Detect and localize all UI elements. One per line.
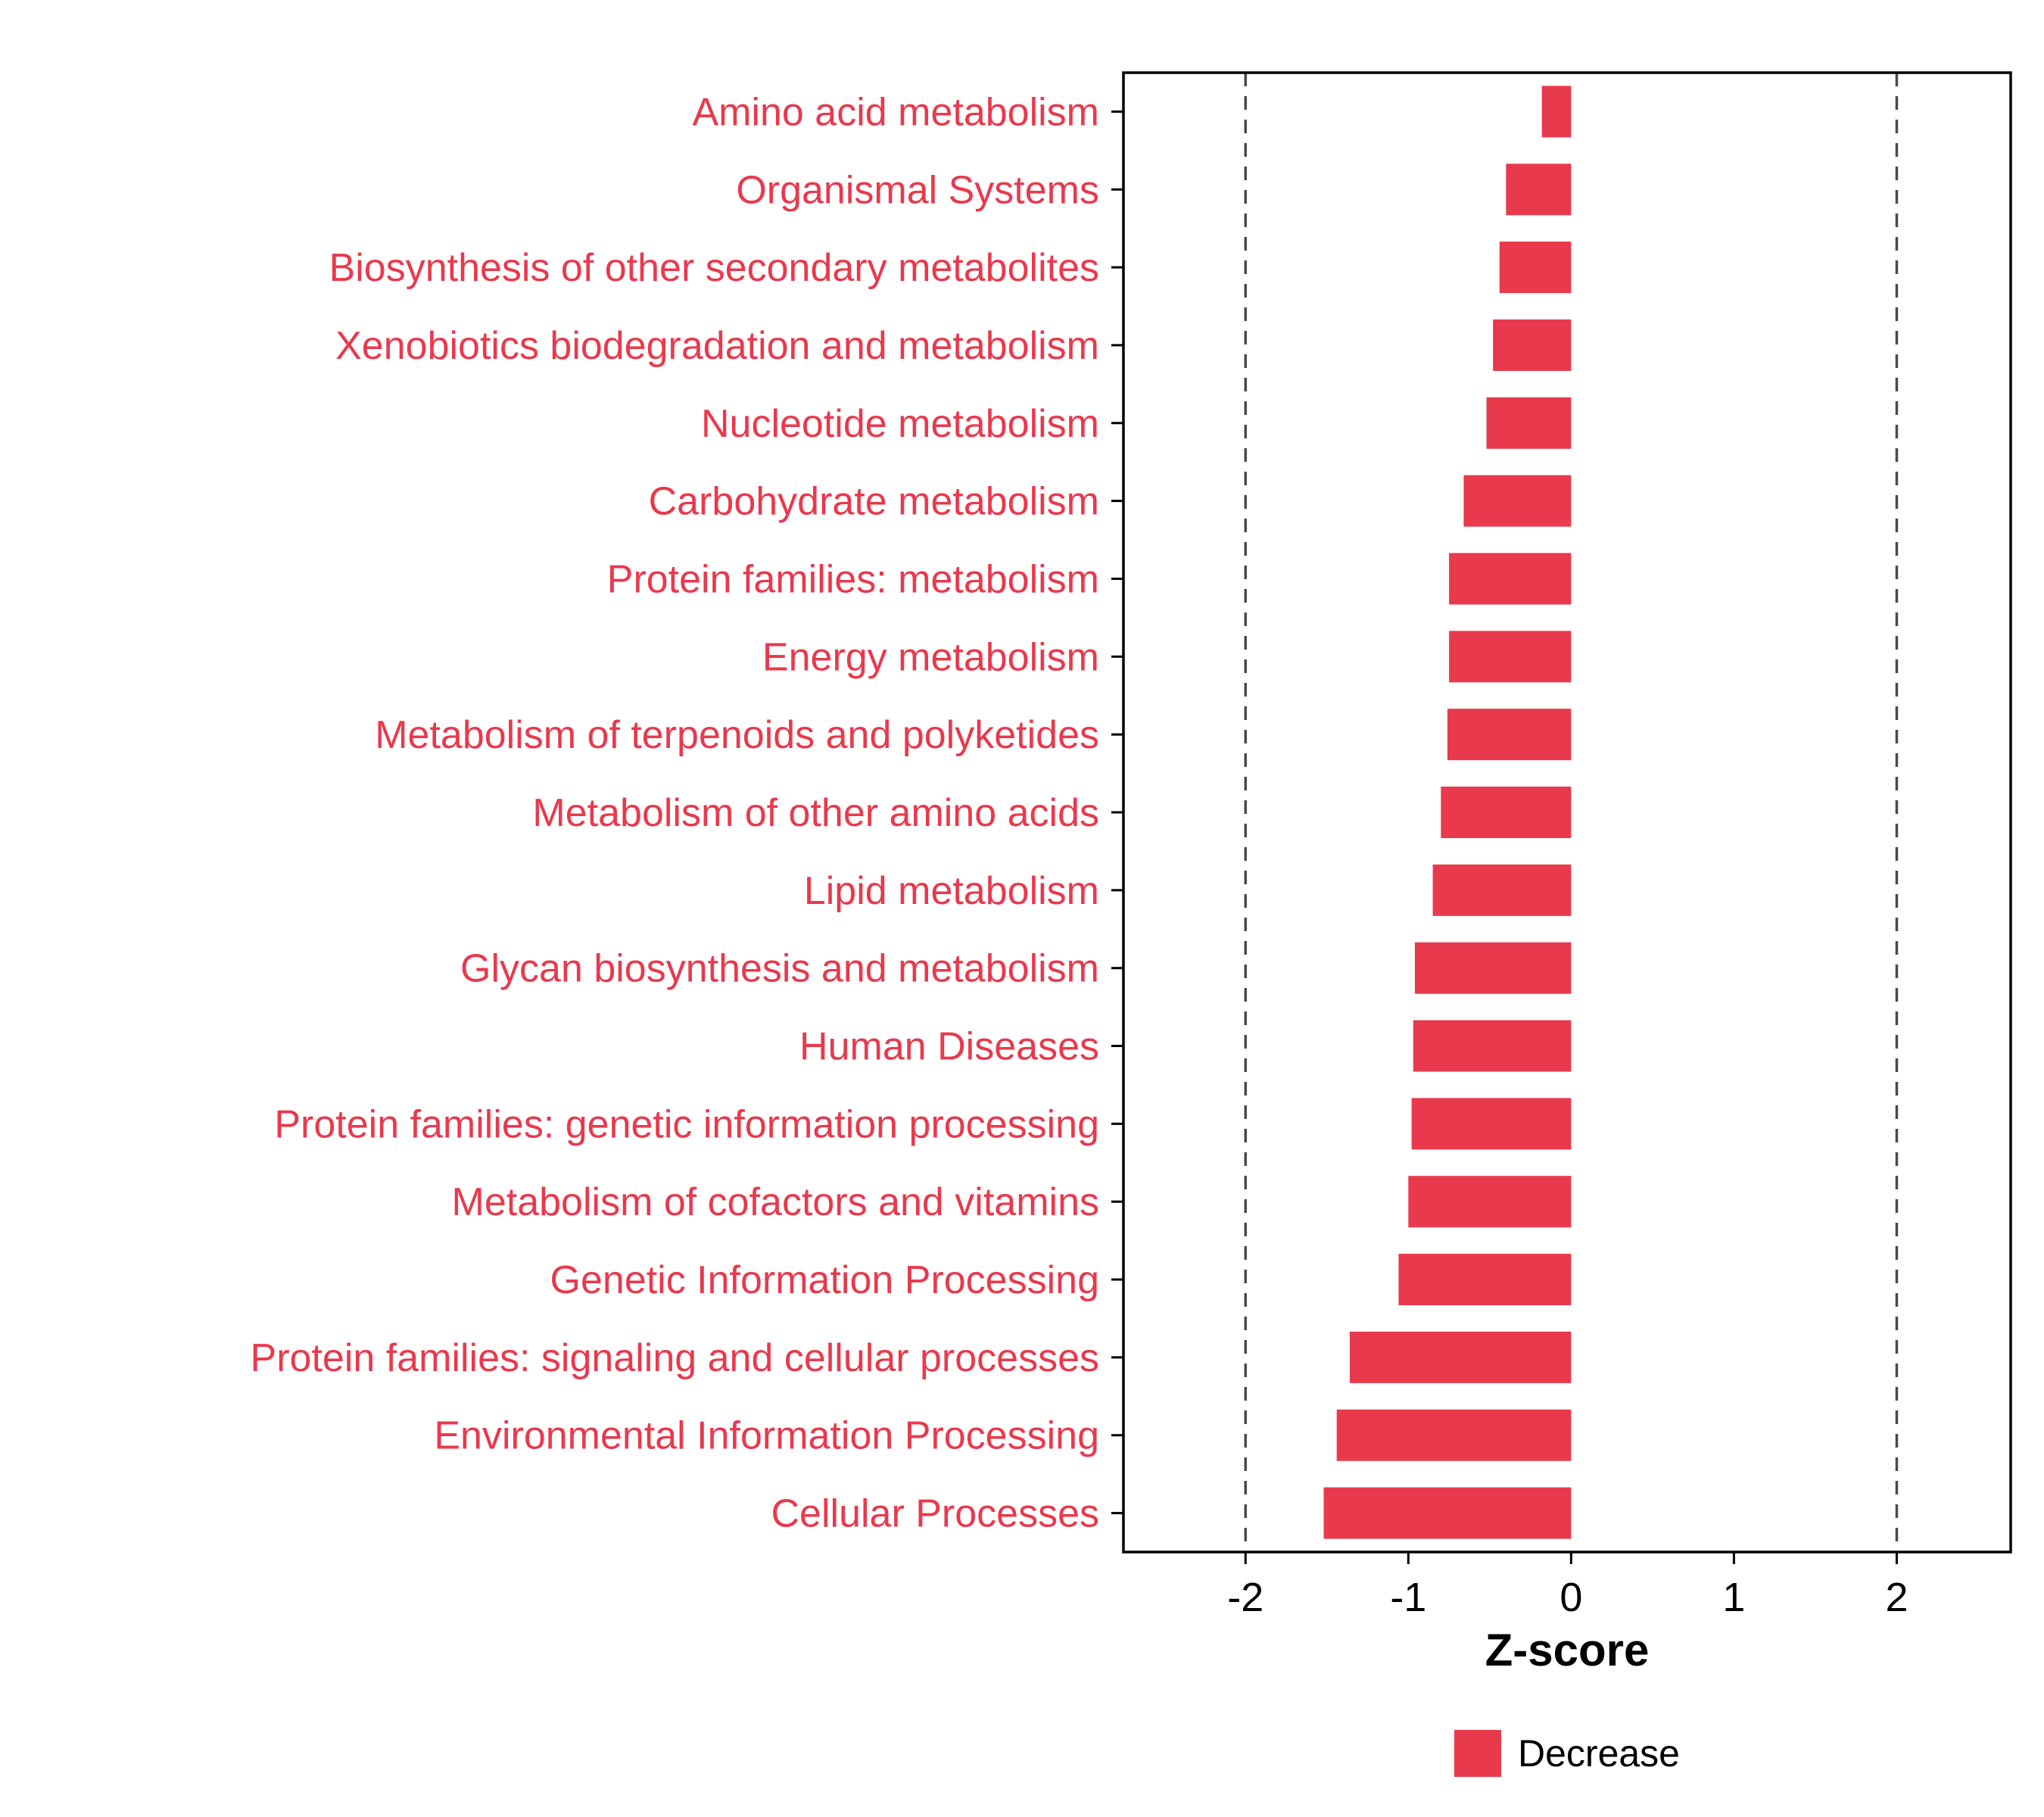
bar xyxy=(1411,1098,1572,1150)
legend: Decrease xyxy=(1123,1730,2011,1777)
category-label: Lipid metabolism xyxy=(804,869,1099,913)
bar xyxy=(1449,553,1572,605)
category-label: Biosynthesis of other secondary metaboli… xyxy=(329,246,1099,290)
x-tick-label: -1 xyxy=(1390,1575,1426,1620)
bar xyxy=(1447,709,1572,761)
bar xyxy=(1432,864,1572,916)
x-tick-label: 0 xyxy=(1559,1575,1582,1620)
category-label: Human Diseases xyxy=(799,1025,1099,1069)
legend-label-decrease: Decrease xyxy=(1518,1732,1680,1775)
bar xyxy=(1414,942,1572,994)
bar xyxy=(1541,86,1572,138)
x-tick-label: -2 xyxy=(1227,1575,1263,1620)
category-label: Glycan biosynthesis and metabolism xyxy=(460,947,1099,991)
category-label: Carbohydrate metabolism xyxy=(649,480,1099,524)
bar xyxy=(1441,787,1572,838)
category-label: Metabolism of cofactors and vitamins xyxy=(452,1180,1099,1224)
x-axis-title: Z-score xyxy=(1485,1625,1650,1675)
category-label: Metabolism of other amino acids xyxy=(532,791,1099,835)
bar xyxy=(1463,475,1572,527)
panel-border xyxy=(1122,71,2012,1554)
legend-swatch-decrease xyxy=(1454,1730,1501,1777)
category-label: Nucleotide metabolism xyxy=(701,402,1099,446)
bar xyxy=(1506,164,1572,216)
bar xyxy=(1499,242,1572,294)
category-label: Cellular Processes xyxy=(771,1492,1100,1536)
category-label: Protein families: genetic information pr… xyxy=(274,1102,1099,1146)
bar xyxy=(1398,1254,1572,1306)
category-label: Metabolism of terpenoids and polyketides xyxy=(375,713,1099,757)
x-tick-label: 2 xyxy=(1885,1575,1908,1620)
category-label: Protein families: signaling and cellular… xyxy=(251,1336,1099,1380)
bar xyxy=(1449,631,1572,683)
bar xyxy=(1336,1409,1572,1461)
category-label: Xenobiotics biodegradation and metabolis… xyxy=(335,324,1099,368)
category-label: Genetic Information Processing xyxy=(550,1258,1099,1302)
category-label: Amino acid metabolism xyxy=(692,90,1099,134)
category-label: Organismal Systems xyxy=(736,168,1099,212)
bar xyxy=(1493,319,1572,371)
bar xyxy=(1413,1020,1572,1072)
bar xyxy=(1349,1331,1572,1383)
bar xyxy=(1323,1487,1572,1539)
bar xyxy=(1408,1176,1572,1228)
bar xyxy=(1486,397,1572,449)
category-label: Protein families: metabolism xyxy=(607,557,1099,601)
category-label: Environmental Information Processing xyxy=(434,1414,1099,1458)
category-label: Energy metabolism xyxy=(762,635,1099,679)
x-tick-label: 1 xyxy=(1722,1575,1745,1620)
